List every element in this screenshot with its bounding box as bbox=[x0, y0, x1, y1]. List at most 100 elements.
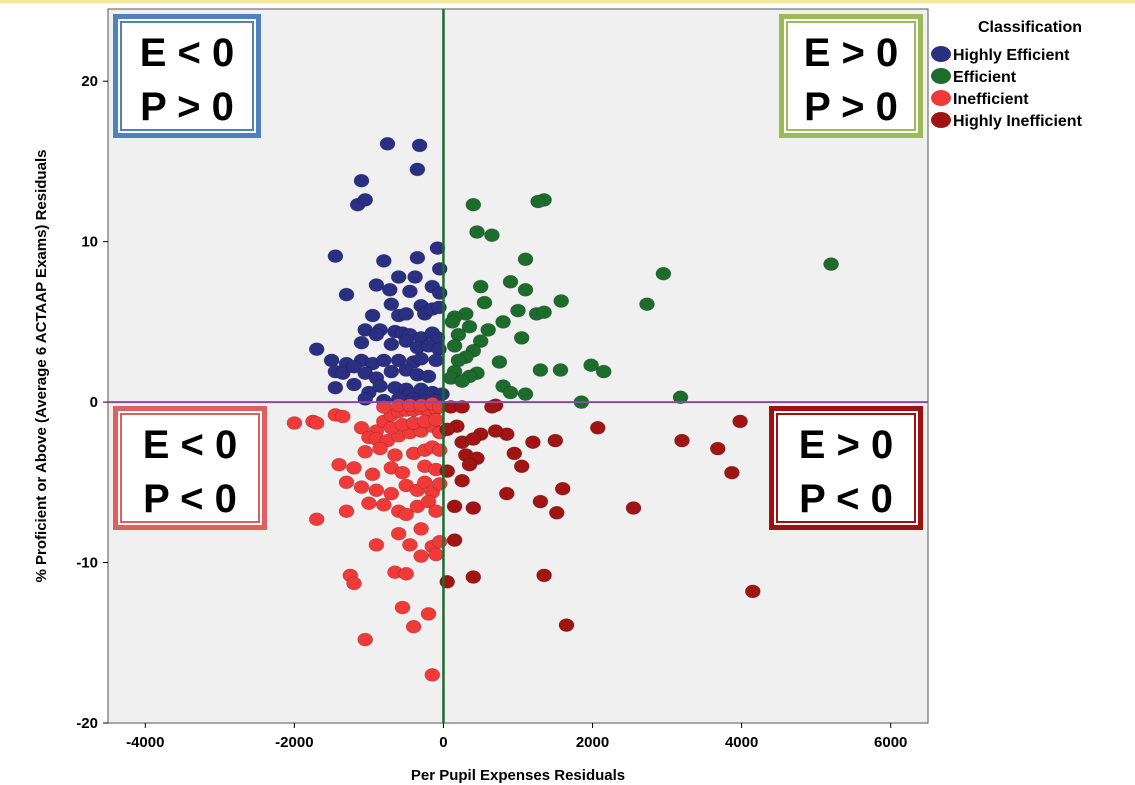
top-accent-line bbox=[0, 0, 1135, 3]
legend-item: Efficient bbox=[931, 68, 1017, 86]
data-point bbox=[379, 137, 396, 151]
quadrant-box-inner bbox=[786, 21, 916, 131]
data-point bbox=[625, 501, 642, 515]
data-point bbox=[424, 668, 441, 682]
x-tick-label: 0 bbox=[439, 734, 447, 751]
data-point bbox=[364, 467, 381, 482]
quadrant-label-top-right: E > 0 P > 0 bbox=[779, 14, 923, 138]
data-point bbox=[375, 254, 392, 268]
data-point bbox=[472, 334, 489, 348]
data-point bbox=[357, 632, 374, 647]
data-point bbox=[480, 323, 497, 337]
data-point bbox=[709, 441, 726, 456]
data-point bbox=[375, 497, 392, 512]
data-point bbox=[431, 534, 448, 549]
data-point bbox=[525, 435, 541, 450]
data-point bbox=[472, 279, 489, 294]
legend-marker bbox=[931, 112, 951, 128]
data-point bbox=[517, 387, 534, 401]
data-point bbox=[446, 339, 463, 353]
data-point bbox=[405, 619, 422, 634]
data-point bbox=[724, 465, 740, 480]
legend-item: Highly Inefficient bbox=[931, 112, 1083, 130]
quadrant-line2: P < 0 bbox=[799, 477, 893, 521]
legend-label: Efficient bbox=[953, 69, 1017, 86]
data-point bbox=[402, 538, 418, 552]
data-point bbox=[413, 351, 429, 366]
data-point bbox=[394, 600, 411, 615]
data-point bbox=[502, 385, 519, 400]
data-point bbox=[390, 270, 407, 284]
data-point bbox=[446, 533, 463, 547]
data-point bbox=[428, 547, 444, 562]
data-point bbox=[413, 522, 429, 536]
legend-label: Inefficient bbox=[953, 91, 1029, 108]
data-point bbox=[331, 457, 347, 472]
data-point bbox=[416, 475, 433, 490]
y-axis-title: % Proficient or Above (Average 6 ACTAAP … bbox=[33, 150, 50, 583]
legend-item: Highly Efficient bbox=[931, 46, 1070, 64]
legend-item: Inefficient bbox=[931, 90, 1029, 108]
data-point bbox=[420, 369, 437, 384]
data-point bbox=[439, 422, 456, 437]
quadrant-line2: P < 0 bbox=[143, 477, 237, 521]
data-point bbox=[383, 337, 400, 352]
data-point bbox=[532, 363, 549, 377]
data-point bbox=[655, 266, 672, 281]
x-tick-label: -2000 bbox=[275, 734, 313, 751]
data-point bbox=[639, 297, 655, 312]
data-point bbox=[513, 459, 530, 474]
data-point bbox=[469, 225, 485, 239]
data-point bbox=[589, 420, 606, 435]
data-point bbox=[431, 286, 448, 300]
data-point bbox=[308, 416, 325, 430]
y-tick-label: 10 bbox=[81, 234, 98, 251]
quadrant-label-bottom-right: E > 0 P < 0 bbox=[769, 406, 923, 530]
axes: -4000 -2000 0 2000 4000 6000 -20 -10 0 10 20 bbox=[76, 73, 907, 751]
data-point bbox=[375, 353, 392, 368]
quadrant-line1: E > 0 bbox=[804, 31, 899, 75]
data-point bbox=[506, 446, 523, 461]
quadrant-box-inner bbox=[120, 413, 260, 523]
quadrant-box-inner bbox=[776, 413, 916, 523]
legend-label: Highly Inefficient bbox=[953, 113, 1083, 130]
data-point bbox=[338, 475, 355, 490]
legend-marker bbox=[931, 68, 951, 84]
data-point bbox=[517, 252, 534, 267]
quadrant-line1: E > 0 bbox=[799, 423, 894, 467]
data-point bbox=[327, 249, 344, 263]
data-point bbox=[595, 364, 612, 379]
quadrant-line2: P > 0 bbox=[804, 85, 898, 129]
data-point bbox=[420, 607, 437, 621]
data-point bbox=[431, 262, 448, 276]
data-point bbox=[530, 194, 546, 209]
quadrant-box-gap bbox=[118, 19, 256, 133]
legend-marker bbox=[931, 46, 951, 62]
data-point bbox=[346, 377, 362, 392]
data-point bbox=[583, 358, 599, 373]
data-point bbox=[554, 481, 571, 496]
quadrant-label-top-left: E < 0 P > 0 bbox=[113, 14, 261, 138]
data-point bbox=[398, 566, 415, 581]
data-point bbox=[387, 448, 403, 462]
data-point bbox=[502, 274, 519, 289]
data-point bbox=[428, 504, 444, 519]
data-point bbox=[353, 173, 370, 188]
reference-lines bbox=[108, 9, 928, 723]
data-point bbox=[510, 303, 526, 318]
data-point bbox=[476, 295, 493, 310]
data-point bbox=[536, 305, 552, 320]
x-tick-label: -4000 bbox=[126, 734, 164, 751]
data-point bbox=[346, 461, 362, 475]
quadrant-box-gap bbox=[784, 19, 918, 133]
data-point bbox=[429, 241, 446, 255]
data-point bbox=[465, 432, 482, 446]
data-point bbox=[454, 400, 470, 414]
data-point bbox=[446, 499, 463, 514]
data-point bbox=[498, 486, 515, 501]
data-point bbox=[357, 193, 374, 207]
data-point bbox=[398, 507, 415, 522]
data-point bbox=[346, 576, 362, 591]
quadrant-line1: E < 0 bbox=[143, 423, 238, 467]
data-point bbox=[308, 512, 325, 527]
